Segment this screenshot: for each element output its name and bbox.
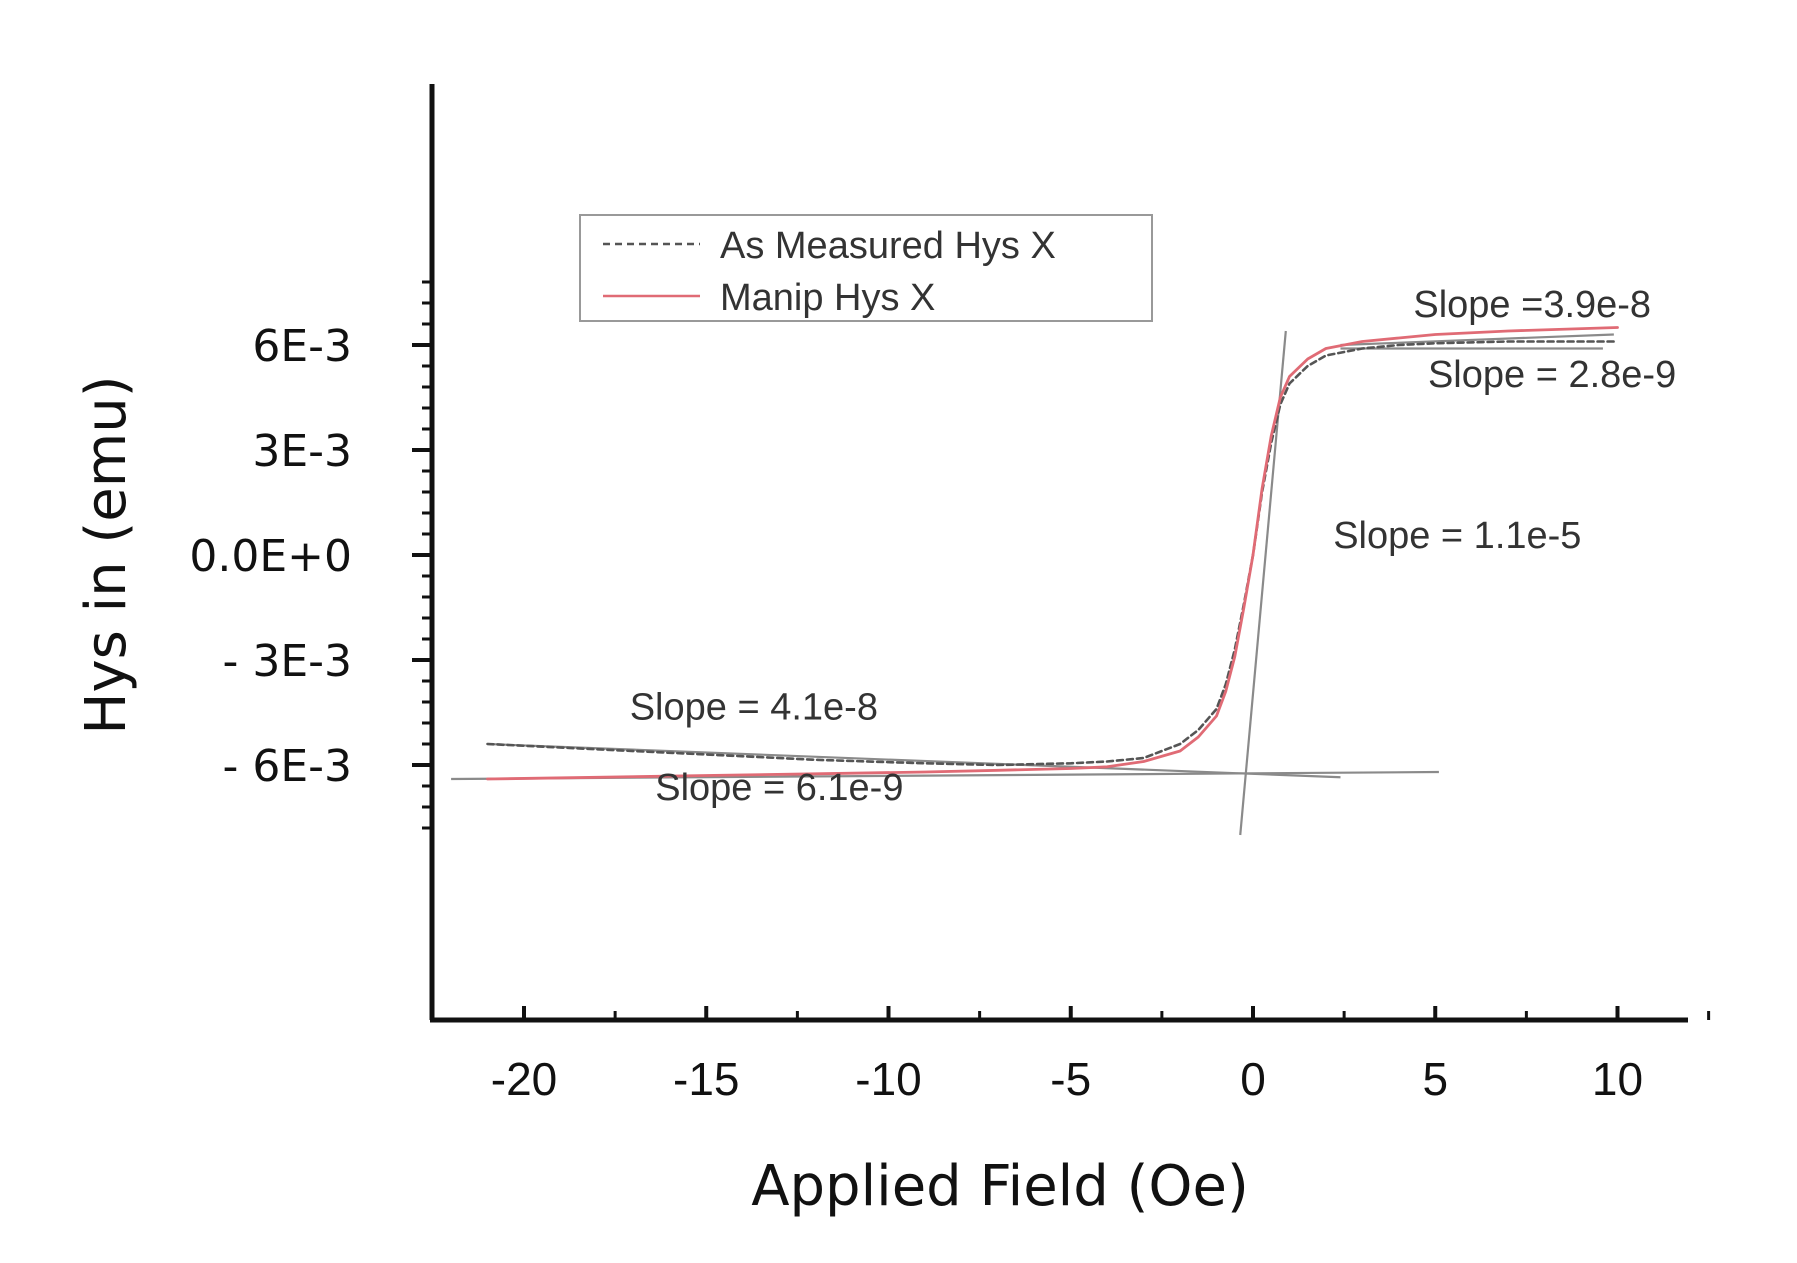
fit-line (1340, 333, 1614, 347)
y-tick-label: - 3E-3 (222, 636, 352, 687)
y-tick-labels: 6E-3 3E-3 0.0E+0 - 3E-3 - 6E-3 (189, 321, 352, 792)
x-tick-label: -20 (491, 1053, 557, 1105)
axes (429, 84, 1688, 1023)
y-axis-title: Hys in (emu) (74, 375, 139, 734)
slope-annotation: Slope = 4.1e-8 (630, 687, 878, 729)
fit-line (1239, 330, 1287, 836)
legend-label-as-measured: As Measured Hys X (720, 225, 1056, 267)
x-tick-label: 5 (1422, 1053, 1448, 1105)
series-layer (486, 326, 1619, 781)
y-tick-label: - 6E-3 (222, 741, 352, 792)
minor-ticks (422, 280, 1711, 1020)
legend-label-manip: Manip Hys X (720, 277, 935, 319)
x-axis-title: Applied Field (Oe) (751, 1154, 1249, 1219)
y-tick-label: 3E-3 (252, 426, 352, 477)
x-tick-labels: -20 -15 -10 -5 0 5 10 (491, 1053, 1643, 1105)
major-ticks (412, 343, 1620, 1020)
legend: As Measured Hys X Manip Hys X (579, 214, 1153, 322)
x-tick-label: -5 (1050, 1053, 1091, 1105)
y-tick-label: 6E-3 (252, 321, 352, 372)
fit-lines (451, 330, 1614, 836)
legend-box (579, 214, 1153, 322)
x-tick-label: -10 (855, 1053, 921, 1105)
x-tick-label: -15 (673, 1053, 739, 1105)
slope-annotation: Slope =3.9e-8 (1413, 284, 1651, 326)
fit-line (487, 742, 1341, 779)
x-tick-label: 0 (1240, 1053, 1266, 1105)
x-tick-label: 10 (1592, 1053, 1643, 1105)
y-tick-label: 0.0E+0 (189, 531, 352, 582)
series-manip-line (486, 326, 1619, 781)
slope-annotation: Slope = 6.1e-9 (655, 767, 903, 809)
slope-annotation: Slope = 1.1e-5 (1333, 515, 1581, 557)
annotations: Slope =3.9e-8 Slope = 2.8e-9 Slope = 1.1e-… (630, 284, 1677, 809)
slope-annotation: Slope = 2.8e-9 (1428, 354, 1676, 396)
